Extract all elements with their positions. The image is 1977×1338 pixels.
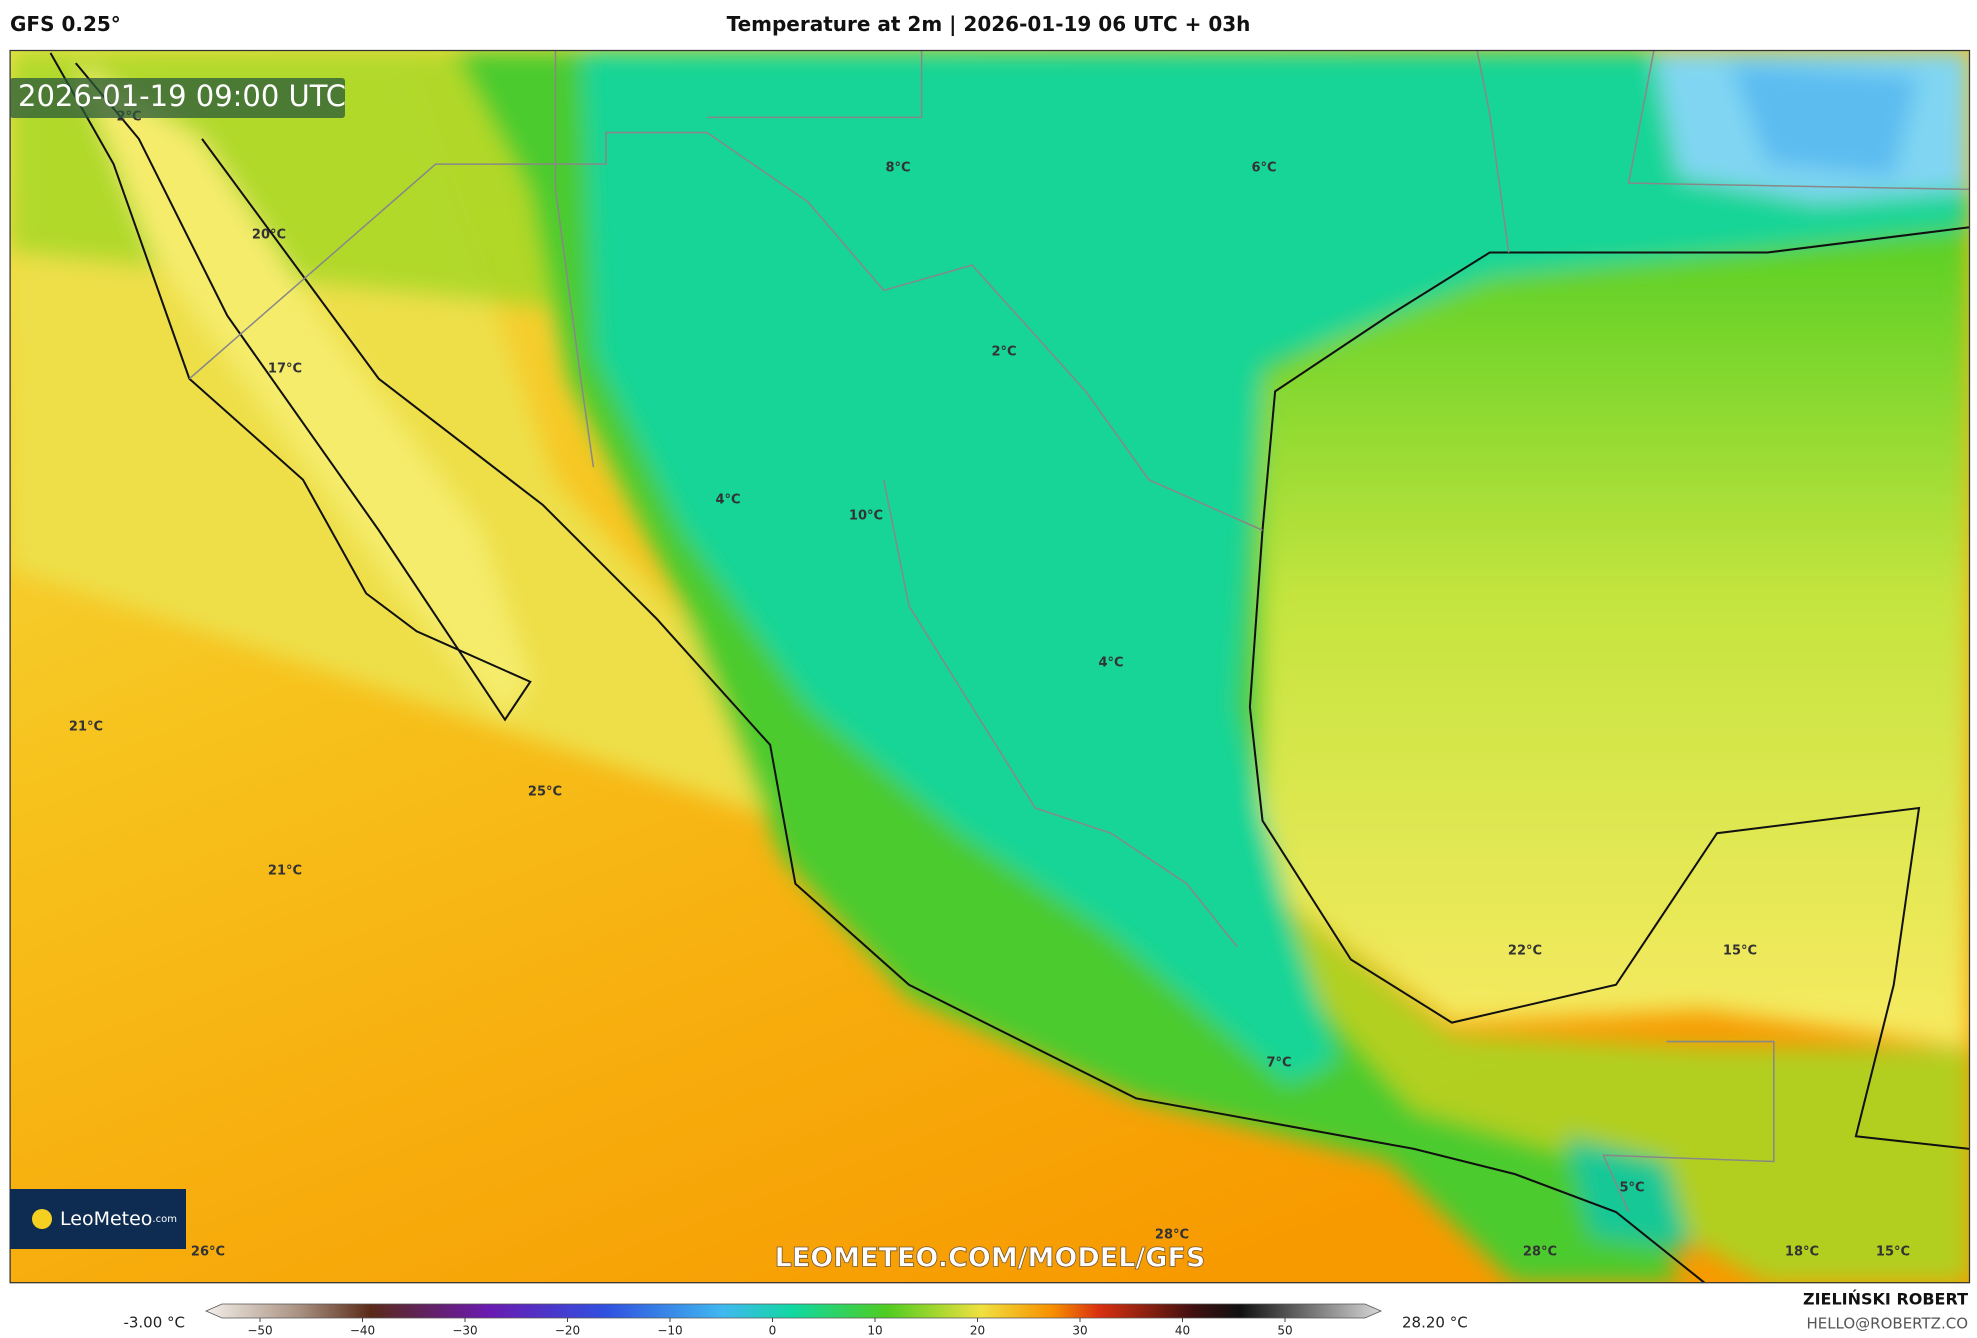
temperature-label: 4°C xyxy=(1098,656,1123,671)
contact: HELLO@ROBERTZ.CO xyxy=(1806,1315,1968,1333)
colorbar-tick-label: 40 xyxy=(1175,1324,1190,1338)
temperature-label: 17°C xyxy=(268,362,302,377)
colorbar xyxy=(205,1303,1382,1319)
logo-text: LeoMeteo xyxy=(60,1208,152,1230)
temperature-label: 7°C xyxy=(1266,1056,1291,1071)
temperature-label: 15°C xyxy=(1723,944,1757,959)
temperature-label: 22°C xyxy=(1508,944,1542,959)
colorbar-tick-label: −20 xyxy=(555,1324,580,1338)
temperature-label: 18°C xyxy=(1785,1245,1819,1260)
colorbar-tick-label: −30 xyxy=(452,1324,477,1338)
temperature-label: 4°C xyxy=(715,493,740,508)
map-title: Temperature at 2m | 2026-01-19 06 UTC + … xyxy=(726,12,1251,36)
colorbar-tick-label: 30 xyxy=(1072,1324,1087,1338)
colorbar-tick-label: −40 xyxy=(350,1324,375,1338)
map-area xyxy=(9,49,1971,1284)
logo: LeoMeteo.com xyxy=(60,1208,177,1230)
timestamp-box xyxy=(10,78,345,118)
temperature-label: 20°C xyxy=(252,228,286,243)
temperature-labels: 2°C8°C6°C20°C2°C17°C4°C10°C4°C21°C25°C21… xyxy=(69,110,1910,1260)
timestamp: 2026-01-19 09:00 UTC xyxy=(18,79,346,113)
temperature-label: 10°C xyxy=(849,509,883,524)
temperature-label: 2°C xyxy=(991,345,1016,360)
model-name: GFS 0.25° xyxy=(10,12,121,36)
colorbar-tick-label: −10 xyxy=(657,1324,682,1338)
colorbar-tick-label: 20 xyxy=(970,1324,985,1338)
colorbar-tick-label: 10 xyxy=(867,1324,882,1338)
author: ZIELIŃSKI ROBERT xyxy=(1803,1290,1968,1309)
logo-sun xyxy=(32,1209,52,1229)
temperature-label: 26°C xyxy=(191,1245,225,1260)
temperature-label: 25°C xyxy=(528,785,562,800)
logo-suffix: .com xyxy=(152,1214,177,1225)
temperature-label: 21°C xyxy=(69,720,103,735)
temperature-label: 15°C xyxy=(1876,1245,1910,1260)
temperature-label: 5°C xyxy=(1619,1181,1644,1196)
max-label: 28.20 °C xyxy=(1402,1314,1468,1332)
colorbar-ticks: −50 −40 −30 −20 −10 0 10 20 30 40 50 xyxy=(247,1318,1293,1338)
colorbar-tick-label: −50 xyxy=(247,1324,272,1338)
temperature-label: 21°C xyxy=(268,864,302,879)
temperature-label: 8°C xyxy=(885,161,910,176)
temperature-label: 28°C xyxy=(1155,1228,1189,1243)
watermark: LEOMETEO.COM/MODEL/GFS xyxy=(775,1243,1206,1274)
temperature-label: 28°C xyxy=(1523,1245,1557,1260)
temperature-label: 6°C xyxy=(1251,161,1276,176)
colorbar-tick-label: 50 xyxy=(1277,1324,1292,1338)
colorbar-tick-label: 0 xyxy=(769,1324,777,1338)
min-label: -3.00 °C xyxy=(123,1314,185,1332)
